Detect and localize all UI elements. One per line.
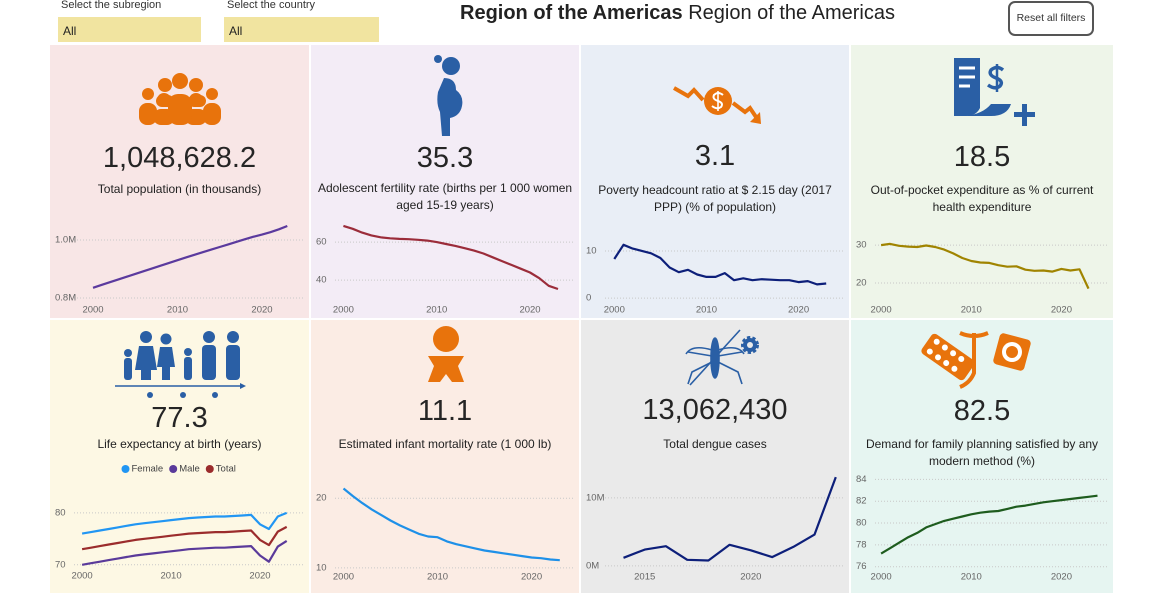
title-bold: Region of the Americas [460, 2, 683, 24]
panel-bg [851, 320, 1113, 593]
x-tick-label: 2010 [167, 305, 188, 316]
panel-bg [50, 320, 309, 593]
kpi-value: 11.1 [417, 395, 473, 427]
x-tick-label: 2000 [604, 305, 625, 316]
x-tick-label: 2010 [961, 305, 982, 316]
x-tick-label: 2010 [696, 305, 717, 316]
x-tick-label: 2010 [961, 572, 982, 583]
x-tick-label: 2020 [1051, 572, 1072, 583]
x-tick-label: 2015 [634, 572, 655, 583]
subregion-label: Select the subregion [61, 0, 162, 11]
kpi-label: Adolescent fertility rate (births per 1 … [317, 181, 573, 212]
y-tick-label: 0.8M [55, 292, 76, 303]
x-tick-label: 2000 [333, 305, 354, 316]
title: Region of the Americas Region of the Ame… [460, 2, 895, 25]
y-tick-label: 70 [55, 559, 66, 570]
y-tick-label: 82 [856, 496, 867, 507]
kpi-label: Life expectancy at birth (years) [97, 437, 262, 451]
kpi-value: 35.3 [416, 142, 474, 174]
x-tick-label: 2000 [871, 305, 892, 316]
y-tick-label: 40 [316, 275, 327, 286]
y-tick-label: 80 [55, 507, 66, 518]
icon-pregnancy [434, 55, 463, 136]
x-tick-label: 2020 [740, 572, 761, 583]
y-tick-label: 78 [856, 539, 867, 550]
legend-swatch [205, 465, 214, 473]
kpi-value: 77.3 [151, 402, 208, 434]
kpi-value: 13,062,430 [642, 394, 788, 426]
kpi-label: Out-of-pocket expenditure as % of curren… [870, 183, 1094, 214]
legend-label: Female [132, 464, 164, 475]
data-line [623, 476, 837, 562]
legend-swatch [169, 465, 178, 473]
data-line [342, 487, 560, 562]
panels [50, 45, 1113, 593]
y-tick-label: 30 [856, 240, 867, 251]
kpi-label: Estimated infant mortality rate (1 000 l… [338, 437, 552, 451]
x-tick-label: 2000 [871, 572, 892, 583]
country-dropdown[interactable]: All [224, 17, 379, 42]
icon-infant [428, 326, 464, 382]
x-tick-label: 2010 [427, 572, 448, 583]
icon-expenditure [954, 58, 1035, 126]
data-line [880, 494, 1098, 555]
y-tick-label: 84 [856, 474, 867, 485]
reset-button[interactable]: Reset all filters [1008, 1, 1094, 36]
data-line [81, 525, 288, 551]
y-tick-label: 76 [856, 561, 867, 572]
kpi-label: Total dengue cases [663, 437, 767, 451]
data-line [81, 539, 288, 566]
legend-swatch [121, 465, 130, 473]
icon-family [115, 331, 246, 398]
x-tick-label: 2020 [1051, 305, 1072, 316]
data-line [92, 224, 288, 289]
x-tick-label: 2010 [160, 571, 181, 582]
data-line [880, 242, 1090, 290]
y-tick-label: 10M [586, 492, 605, 503]
x-tick-label: 2000 [82, 305, 103, 316]
kpi-value: 1,048,628.2 [102, 142, 257, 174]
y-tick-label: 20 [856, 277, 867, 288]
data-line [613, 243, 827, 286]
x-tick-label: 2010 [426, 305, 447, 316]
icon-dengue [685, 329, 759, 386]
y-tick-label: 0 [586, 293, 591, 304]
x-tick-label: 2020 [519, 305, 540, 316]
kpi-value: 3.1 [694, 140, 736, 172]
x-tick-label: 2020 [788, 305, 809, 316]
kpi-value: 82.5 [953, 395, 1011, 427]
kpi-label: Poverty headcount ratio at $ 2.15 day (2… [598, 183, 832, 214]
kpi-label: Demand for family planning satisfied by … [865, 437, 1099, 468]
legend-label: Total [216, 464, 236, 475]
icon-population [139, 73, 221, 125]
icon-poverty [673, 86, 761, 124]
panel-bg [851, 45, 1113, 318]
x-tick-label: 2000 [72, 571, 93, 582]
legend-label: Male [179, 464, 200, 475]
y-tick-label: 10 [316, 562, 327, 573]
y-tick-label: 20 [316, 493, 327, 504]
x-tick-label: 2020 [251, 305, 272, 316]
y-tick-label: 60 [316, 237, 327, 248]
x-tick-label: 2020 [521, 572, 542, 583]
icon-family-planning [921, 331, 1031, 389]
title-regular: Region of the Americas [688, 2, 895, 24]
x-tick-label: 2020 [249, 571, 270, 582]
kpi-value: 18.5 [953, 141, 1011, 173]
panel-bg [50, 45, 309, 318]
y-tick-label: 80 [856, 518, 867, 529]
country-label: Select the country [227, 0, 316, 11]
x-tick-label: 2000 [333, 572, 354, 583]
data-line [343, 224, 559, 291]
y-tick-label: 10 [586, 245, 597, 256]
kpi-label: Total population (in thousands) [97, 182, 262, 196]
data-line [81, 511, 288, 535]
subregion-dropdown[interactable]: All [58, 17, 201, 42]
y-tick-label: 1.0M [55, 235, 76, 246]
y-tick-label: 0M [586, 560, 599, 571]
